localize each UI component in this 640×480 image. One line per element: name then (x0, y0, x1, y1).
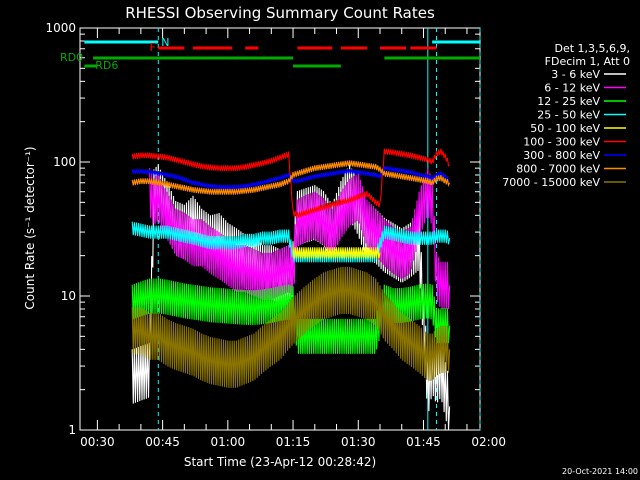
x-axis-label: Start Time (23-Apr-12 00:28:42) (184, 455, 376, 469)
plot-area: 1 10 100 1000 00:30 00:45 01:00 01:15 01:30 01:45… (45, 21, 506, 449)
legend-header: FDecim 1, Att 0 (545, 55, 630, 68)
annotation-label: RD6 (95, 59, 118, 72)
series-line-3 (131, 221, 451, 263)
y-tick-label: 100 (53, 155, 76, 169)
y-tick-label: 10 (61, 289, 76, 303)
legend-entry: 6 - 12 keV (544, 82, 600, 95)
series-line-8 (131, 266, 451, 388)
x-tick-label: 02:00 (471, 435, 506, 449)
y-axis-label: Count Rate (s⁻¹ detector⁻¹) (23, 146, 37, 309)
series-line-7 (131, 160, 451, 195)
legend-entry: 100 - 300 keV (523, 136, 600, 149)
series-line-5 (131, 148, 450, 218)
x-tick-label: 01:45 (406, 435, 441, 449)
chart-title: RHESSI Observing Summary Count Rates (125, 4, 435, 22)
footer-date: 20-Oct-2021 14:00 (562, 467, 638, 476)
legend-entry: 7000 - 15000 keV (502, 176, 600, 189)
annotation-label: F (150, 41, 156, 54)
x-tick-label: 00:45 (145, 435, 180, 449)
x-tick-label: 01:00 (211, 435, 246, 449)
y-tick-label: 1 (68, 423, 76, 437)
series-line-2 (131, 278, 451, 354)
x-tick-label: 01:15 (276, 435, 311, 449)
legend: Det 1,3,5,6,9,FDecim 1, Att 03 - 6 keV6 … (502, 42, 630, 189)
legend-header: Det 1,3,5,6,9, (554, 42, 630, 55)
legend-entry: 3 - 6 keV (551, 68, 600, 81)
legend-entry: 50 - 100 keV (530, 122, 600, 135)
legend-entry: 300 - 800 keV (523, 149, 600, 162)
x-tick-label: 01:30 (341, 435, 376, 449)
legend-entry: 25 - 50 keV (537, 109, 600, 122)
annotation-label: N (161, 36, 169, 49)
legend-entry: 800 - 7000 keV (516, 163, 600, 176)
legend-entry: 12 - 25 keV (537, 95, 600, 108)
x-tick-label: 00:30 (80, 435, 115, 449)
series-line-4 (292, 247, 381, 259)
y-tick-label: 1000 (45, 21, 76, 35)
annotation-label: RD0 (60, 51, 83, 64)
